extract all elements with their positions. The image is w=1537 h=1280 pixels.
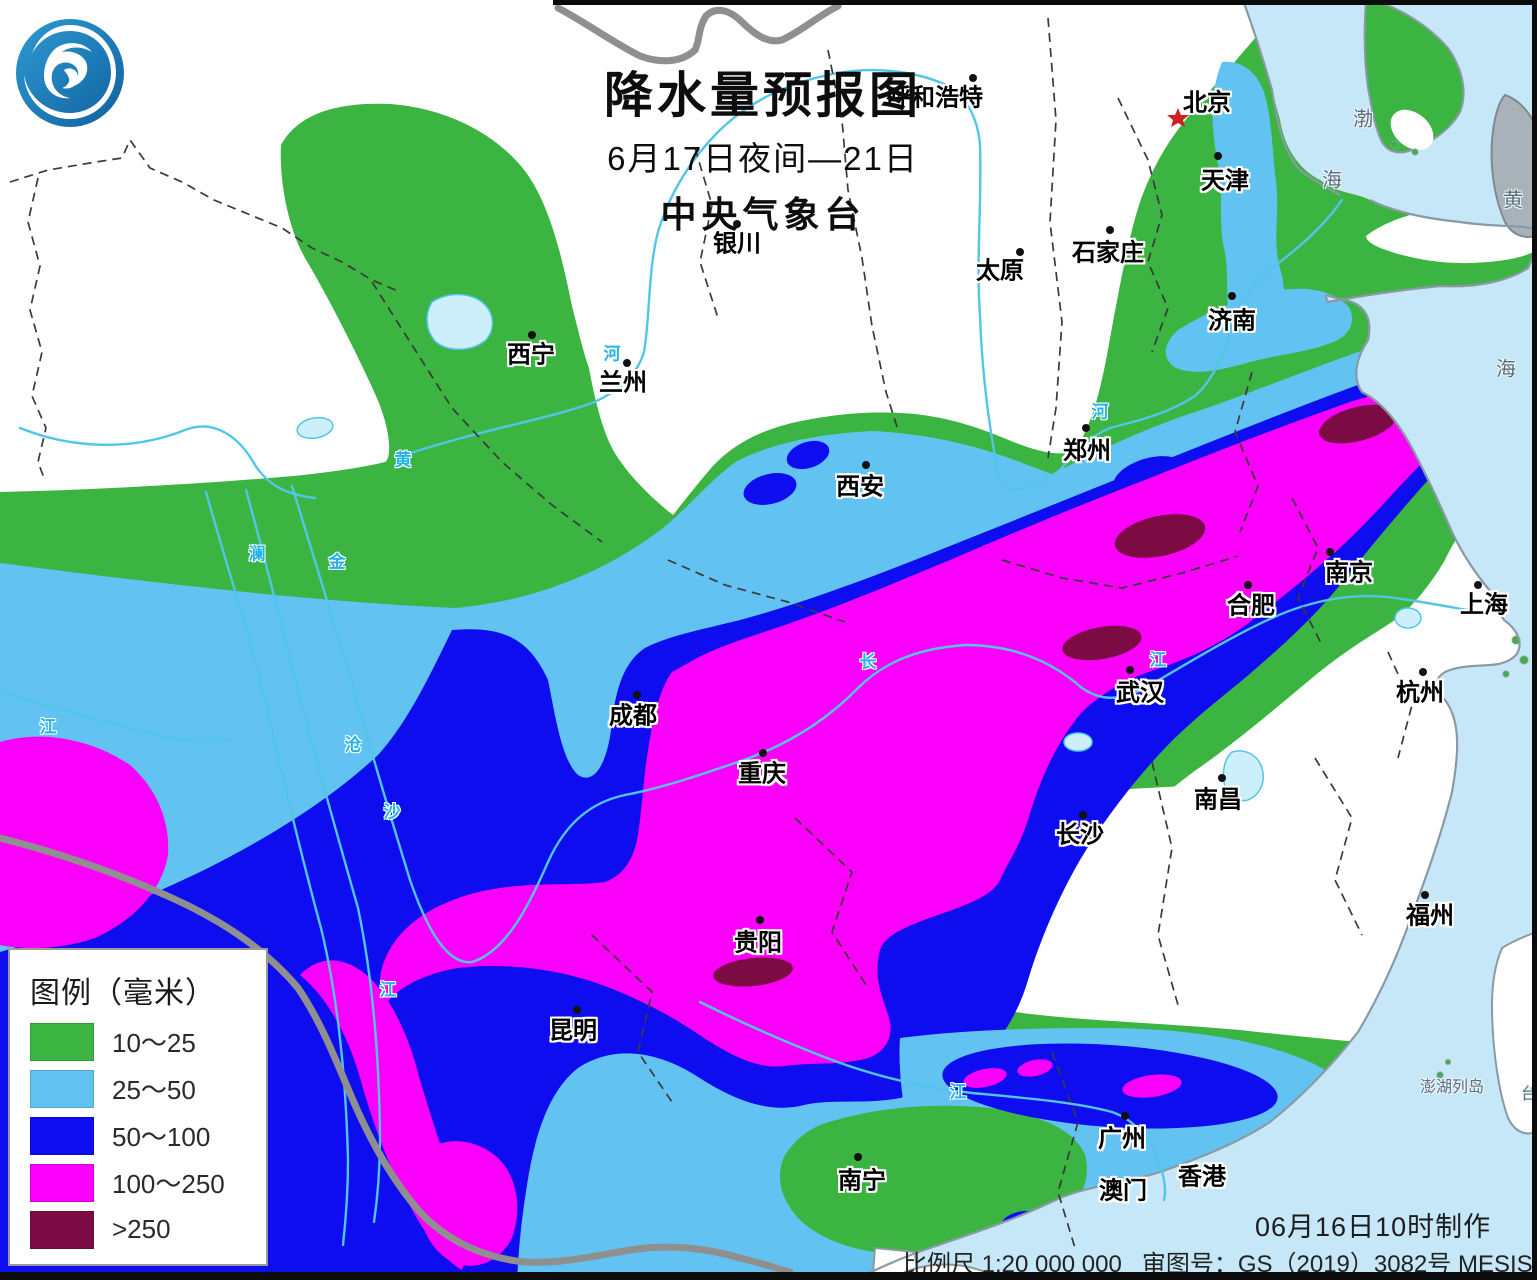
legend-label: 100～250 (112, 1169, 225, 1199)
yellow-river (394, 68, 1344, 492)
legend-item-3: 100～250 (10, 1159, 266, 1206)
legend-swatch (30, 1069, 94, 1108)
west-edge-river (0, 690, 234, 743)
city-markers (528, 74, 1482, 1161)
legend-swatch (30, 1116, 94, 1155)
sea-area (855, 0, 1537, 1280)
taiwan-island (1490, 930, 1537, 1135)
legend-box: 图例（毫米） 10～25 25～50 50～100 100～250 >250 (8, 948, 268, 1266)
page-title: 降水量预报图 (603, 69, 923, 123)
legend-label: 10～25 (112, 1028, 196, 1058)
lancang-river (244, 488, 382, 1224)
yangtze-river (290, 484, 1480, 964)
legend-label: 50～100 (112, 1122, 211, 1152)
made-at-timestamp: 06月16日10时制作 (1255, 1212, 1492, 1242)
legend-title: 图例（毫米） (30, 977, 216, 1010)
liaodong-peninsula (1363, 0, 1465, 154)
edge-strip-top (553, 0, 1537, 5)
small-islands (1390, 140, 1529, 1079)
national-border (0, 2, 842, 1276)
legend-item-0: 10～25 (10, 1018, 266, 1065)
legend-swatch (30, 1022, 94, 1061)
beijing-star-marker (1167, 108, 1189, 127)
lakes (296, 293, 1422, 802)
province-borders (9, 17, 1413, 1249)
legend-item-4: >250 (10, 1206, 266, 1253)
poyang-lake (1222, 750, 1264, 802)
legend-item-1: 25～50 (10, 1065, 266, 1112)
region-south-coastal (779, 1028, 1362, 1256)
legend-label: 25～50 (112, 1075, 196, 1105)
forecast-dates: 6月17日夜间—21日 (607, 139, 919, 177)
region-rain-gt-250 (713, 404, 1397, 987)
coastline (853, 0, 1537, 1280)
agency-name: 中央气象台 (660, 193, 866, 235)
legend-label: >250 (112, 1214, 171, 1244)
qinghai-lake (426, 293, 494, 350)
map-title-block: 降水量预报图 6月17日夜间—21日 中央气象台 (603, 69, 923, 238)
pearl-river (698, 1000, 1167, 1202)
nu-river (204, 490, 350, 1247)
liaodong-tip-white (1390, 109, 1434, 151)
edge-strip-bottom (0, 1272, 1537, 1280)
legend-swatch (30, 1163, 94, 1202)
rivers (0, 68, 1480, 1247)
legend-items: 10～25 25～50 50～100 100～250 >250 (10, 1018, 266, 1253)
cma-logo-icon (16, 19, 124, 127)
legend-swatch (30, 1210, 94, 1249)
legend-item-2: 50～100 (10, 1112, 266, 1159)
edge-strip-right (1532, 0, 1537, 1280)
qaidam-river (18, 425, 317, 500)
region-rain-100-250 (0, 383, 1464, 1270)
